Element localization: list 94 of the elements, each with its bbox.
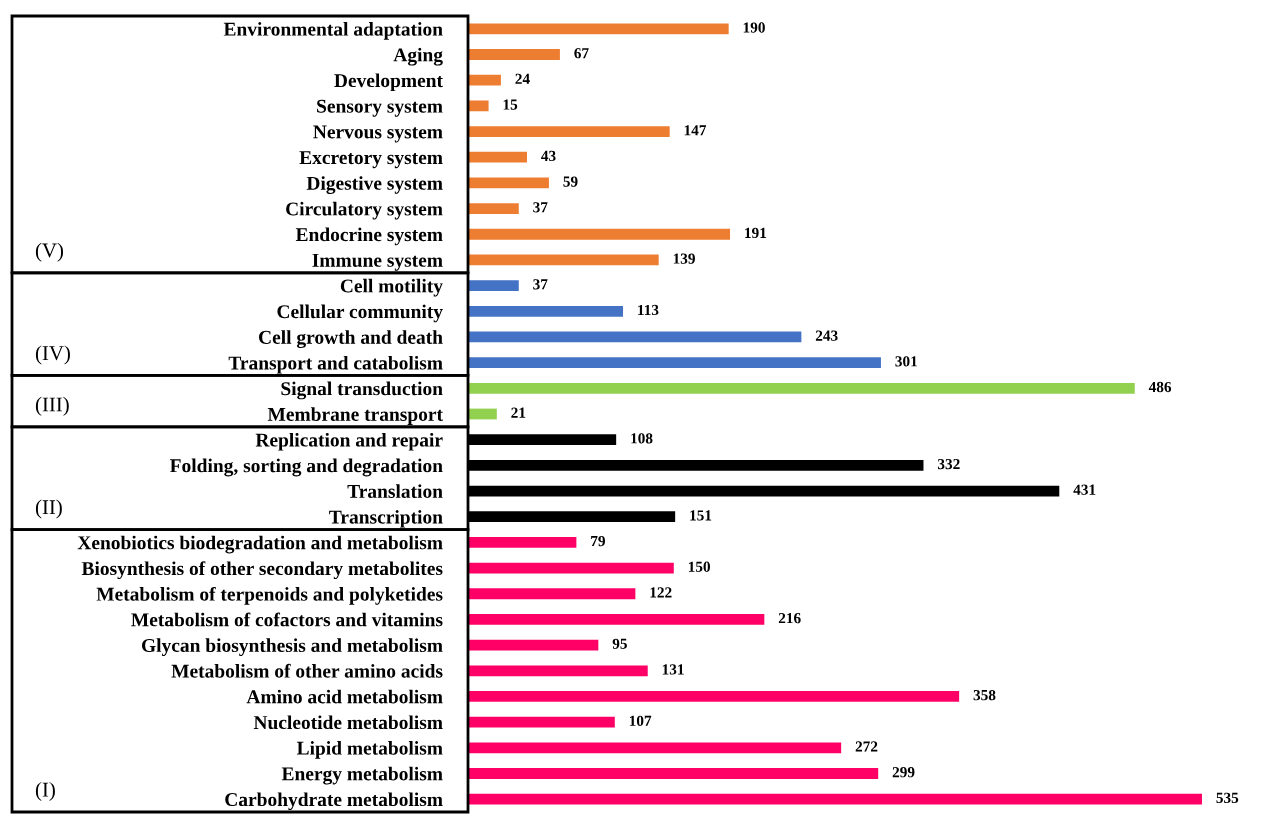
- data-label: 113: [638, 304, 659, 316]
- data-label: 107: [629, 715, 652, 726]
- data-label: 486: [1148, 381, 1172, 393]
- y-tick-label: Endocrine system: [295, 227, 443, 246]
- bar: [468, 203, 519, 214]
- bar: [468, 793, 1202, 805]
- y-tick-label: Development: [334, 73, 443, 92]
- bar: [468, 357, 881, 369]
- y-tick-label: Membrane transport: [267, 407, 443, 425]
- data-label: 139: [673, 253, 695, 264]
- bar: [468, 536, 577, 548]
- data-label: 431: [1073, 484, 1096, 495]
- y-tick-label: Metabolism of other amino acids: [171, 663, 443, 678]
- bar: [468, 331, 802, 343]
- data-label: 147: [684, 125, 707, 136]
- data-label: 43: [541, 150, 556, 162]
- y-tick-label: Digestive system: [306, 176, 443, 194]
- text: (V): [35, 242, 64, 262]
- y-tick-label: Metabolism of terpenoids and polyketides: [96, 586, 443, 605]
- text: (IV): [35, 345, 70, 365]
- bar: [468, 74, 501, 86]
- bar: [468, 588, 636, 600]
- bar: [468, 100, 489, 112]
- data-label: 332: [937, 458, 960, 470]
- data-label: 122: [650, 587, 672, 598]
- y-tick-label: Environmental adaptation: [223, 22, 443, 40]
- bar: [468, 228, 731, 240]
- data-label: 21: [511, 407, 526, 418]
- bar: [468, 639, 599, 651]
- data-label: 131: [662, 664, 684, 675]
- bar: [468, 126, 670, 137]
- y-tick-label: Nucleotide metabolism: [253, 715, 443, 730]
- data-label: 243: [815, 330, 838, 341]
- data-label: 150: [688, 561, 711, 572]
- bar: [468, 408, 497, 420]
- y-tick-label: Transcription: [329, 509, 443, 528]
- bar: [468, 768, 879, 779]
- bar: [468, 49, 560, 60]
- y-tick-label: Glycan biosynthesis and metabolism: [141, 638, 443, 657]
- data-label: 272: [855, 741, 878, 752]
- data-label: 535: [1216, 792, 1239, 803]
- data-label: 216: [778, 612, 801, 624]
- data-label: 24: [515, 73, 530, 84]
- data-label: 59: [563, 176, 578, 187]
- bar: [468, 382, 1135, 394]
- data-label: 151: [690, 510, 712, 521]
- y-tick-label: Amino acid metabolism: [246, 689, 443, 704]
- bar: [468, 254, 659, 266]
- y-tick-label: Excretory system: [299, 151, 443, 169]
- y-tick-label: Folding, sorting and degradation: [169, 458, 443, 477]
- y-tick-label: Nervous system: [313, 125, 443, 143]
- bar: [468, 665, 648, 677]
- y-tick-label: Circulatory system: [286, 201, 443, 220]
- y-tick-label: Transport and catabolism: [228, 355, 443, 374]
- text: (II): [35, 499, 62, 519]
- text: (I): [35, 782, 55, 801]
- bar: [468, 280, 519, 292]
- bar: [468, 305, 624, 317]
- y-tick-label: Signal transduction: [281, 381, 443, 400]
- bar: [468, 614, 765, 625]
- y-tick-label: Cell growth and death: [259, 330, 443, 349]
- bar: [468, 691, 960, 702]
- y-tick-label: Translation: [347, 484, 443, 498]
- y-tick-label: Biosynthesis of other secondary metabolites: [81, 561, 443, 580]
- y-tick-label: Immune system: [312, 253, 443, 271]
- y-tick-label: Xenobiotics biodegradation and metabolism: [77, 535, 443, 554]
- data-label: 67: [574, 48, 589, 59]
- bar: [468, 23, 729, 35]
- data-label: 37: [533, 202, 548, 213]
- y-tick-label: Sensory system: [317, 99, 443, 117]
- bar: [468, 716, 615, 728]
- data-label: 37: [533, 279, 548, 290]
- data-label: 95: [612, 638, 627, 649]
- data-label: 15: [503, 99, 518, 110]
- bar: [468, 177, 549, 189]
- data-label: 79: [591, 535, 605, 547]
- data-label: 358: [973, 689, 996, 701]
- data-label: 190: [743, 22, 765, 33]
- bar: [468, 151, 527, 163]
- y-tick-label: Replication and repair: [255, 432, 443, 451]
- bar: [468, 742, 842, 754]
- y-tick-label: Carbohydrate metabolism: [225, 792, 443, 811]
- text: (III): [35, 396, 69, 416]
- y-tick-label: Cell motility: [340, 278, 443, 297]
- y-tick-label: Cellular community: [277, 304, 443, 323]
- y-tick-label: Energy metabolism: [281, 766, 443, 785]
- data-label: 299: [892, 767, 915, 778]
- bar: [468, 562, 674, 574]
- data-label: 301: [895, 356, 917, 367]
- y-tick-label: Lipid metabolism: [296, 741, 443, 759]
- y-tick-label: Metabolism of cofactors and vitamins: [131, 612, 443, 627]
- y-tick-label: Aging: [393, 47, 443, 66]
- data-label: 191: [745, 227, 767, 239]
- data-label: 108: [631, 433, 653, 444]
